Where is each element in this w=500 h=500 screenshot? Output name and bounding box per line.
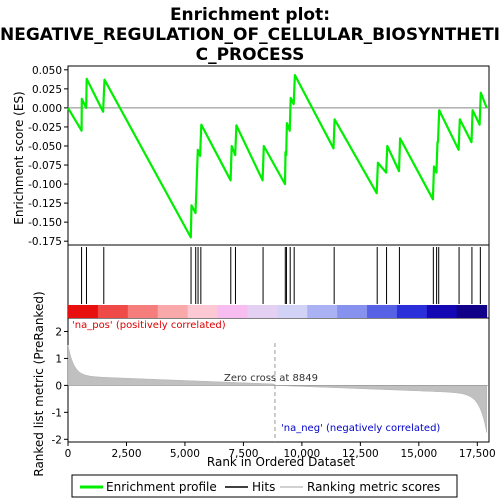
es-tick-label: -0.125 [28, 198, 62, 210]
plot-frame [67, 65, 490, 443]
chart-title-line3: C_PROCESS [196, 45, 305, 65]
rank-color-band [68, 305, 488, 318]
es-tick-label: -0.100 [28, 179, 62, 191]
band-segment [97, 305, 129, 318]
metric-area-shape [67, 344, 487, 433]
legend-metric-label: Ranking metric scores [307, 480, 440, 494]
es-tick-label: -0.025 [28, 122, 62, 134]
legend: Enrichment profile Hits Ranking metric s… [71, 474, 458, 498]
legend-enrichment-label: Enrichment profile [106, 480, 217, 494]
metric-y-axis: 2 1 0 -1 -2 [52, 326, 68, 446]
metric-tick-label: 2 [55, 326, 62, 338]
band-segment [396, 305, 428, 318]
es-tick-label: 0.000 [32, 103, 62, 115]
x-axis: 0 2,500 5,000 7,500 10,000 12,500 15,000 17,500 [65, 442, 496, 460]
es-tick-label: 0.050 [32, 65, 62, 77]
zero-cross-label: Zero cross at 8849 [224, 373, 318, 384]
band-segment [337, 305, 368, 318]
x-tick-label: 17,500 [459, 448, 496, 460]
x-tick-label: 2,500 [111, 448, 141, 460]
band-segment [277, 305, 308, 318]
legend-box [71, 474, 458, 498]
x-tick-label: 7,500 [228, 448, 258, 460]
es-tick-label: -0.050 [28, 141, 62, 153]
band-segment [426, 305, 458, 318]
x-tick-label: 10,000 [284, 448, 321, 460]
band-segment [307, 305, 338, 318]
chart-title-line1: Enrichment plot: [170, 5, 330, 25]
x-tick-label: 5,000 [170, 448, 200, 460]
es-tick-label: -0.150 [28, 217, 62, 229]
es-tick-label: -0.075 [28, 160, 62, 172]
neg-label: 'na_neg' (negatively correlated) [281, 423, 440, 434]
band-segment [68, 305, 99, 318]
band-segment [367, 305, 398, 318]
x-tick-label: 0 [65, 448, 72, 460]
metric-y-axis-label: Ranked list metric (PreRanked) [32, 291, 46, 476]
es-tick-label: 0.025 [32, 84, 62, 96]
es-y-axis: 0.050 0.025 0.000 -0.025 -0.050 -0.075 -0.100 -… [28, 65, 68, 248]
band-segment [456, 305, 488, 318]
pos-label: 'na_pos' (positively correlated) [72, 320, 226, 331]
band-segment [217, 305, 248, 318]
es-y-axis-label: Enrichment score (ES) [12, 91, 26, 224]
band-segment [187, 305, 219, 318]
x-tick-label: 15,000 [400, 448, 437, 460]
legend-hits-label: Hits [252, 480, 275, 494]
band-segment [127, 305, 159, 318]
band-segment [247, 305, 278, 318]
es-tick-label: -0.175 [28, 236, 62, 248]
band-segment [157, 305, 189, 318]
metric-tick-label: 1 [55, 353, 62, 365]
x-tick-label: 12,500 [342, 448, 379, 460]
metric-tick-label: -2 [52, 434, 62, 446]
chart-title-line2: NEGATIVE_REGULATION_OF_CELLULAR_BIOSYNTH… [0, 25, 500, 45]
ranking-metric-area [67, 343, 489, 442]
enrichment-curve [67, 73, 488, 239]
enrichment-profile-line [67, 73, 488, 239]
metric-tick-label: -1 [52, 407, 62, 419]
hit-marks [81, 247, 481, 304]
x-axis-label: Rank in Ordered Dataset [207, 455, 355, 469]
metric-tick-label: 0 [55, 380, 62, 392]
